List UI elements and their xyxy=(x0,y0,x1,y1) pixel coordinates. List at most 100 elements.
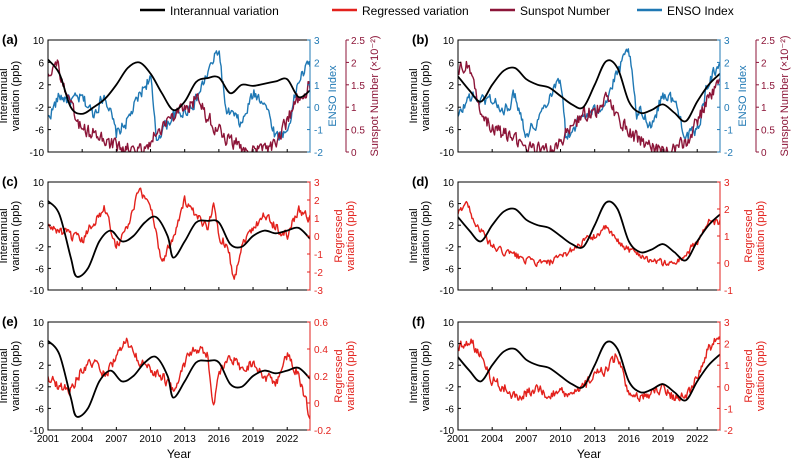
y-tick-label: 6 xyxy=(38,58,44,69)
x-tick-label: 2013 xyxy=(584,434,607,445)
y2-tick-label: 2 xyxy=(314,58,320,69)
y-tick-label: -2 xyxy=(35,243,44,254)
y-tick-label: -6 xyxy=(35,126,44,137)
y3-axis-label-line: Sunspot Number (×10⁻²) xyxy=(369,35,381,156)
y-axis-label-line: variation (ppb) xyxy=(420,61,432,131)
x-tick-label: 2004 xyxy=(481,434,504,445)
x-tick-label: 2010 xyxy=(139,434,162,445)
y-axis-label: Interannualvariation (ppb) xyxy=(0,201,22,271)
y2-tick-label: -2 xyxy=(314,268,323,279)
y3-tick-label: 1 xyxy=(761,103,767,114)
x-axis-label: Year xyxy=(167,447,191,461)
y-tick-label: -10 xyxy=(30,148,45,159)
y2-axis-label-line: Regressed xyxy=(743,349,755,402)
y-axis-label-line: Interannual xyxy=(0,348,10,403)
y-axis-label: Interannualvariation (ppb) xyxy=(408,201,432,271)
y-axis-label-line: Interannual xyxy=(408,208,420,263)
y3-axis-label: Sunspot Number (×10⁻²) xyxy=(779,35,791,156)
panel-label: (e) xyxy=(2,314,18,329)
panel-label: (c) xyxy=(2,174,18,189)
y-tick-label: 10 xyxy=(33,36,45,47)
y2-tick-label: -1 xyxy=(724,404,733,415)
y2-tick-label: 0 xyxy=(314,103,320,114)
y2-tick-label: 0.6 xyxy=(314,318,328,329)
x-tick-label: 2022 xyxy=(686,434,709,445)
y-tick-label: 6 xyxy=(448,200,454,211)
y2-tick-label: 0 xyxy=(724,259,730,270)
series-line-interannual-variation xyxy=(48,200,310,278)
y-tick-label: -6 xyxy=(445,126,454,137)
y2-tick-label: 3 xyxy=(724,178,730,189)
y3-tick-label: 0.5 xyxy=(761,126,775,137)
y-tick-label: 6 xyxy=(448,58,454,69)
panel-label: (a) xyxy=(2,32,18,47)
y2-tick-label: 1 xyxy=(724,232,730,243)
y2-tick-label: 0 xyxy=(724,383,730,394)
y-tick-label: -10 xyxy=(440,426,455,437)
y-axis-label-line: Interannual xyxy=(0,208,10,263)
x-tick-label: 2001 xyxy=(447,434,470,445)
y3-tick-label: 0 xyxy=(351,148,357,159)
y-tick-label: -2 xyxy=(445,243,454,254)
y3-axis-label-line: Sunspot Number (×10⁻²) xyxy=(779,35,791,156)
y-tick-label: 10 xyxy=(33,318,45,329)
y2-tick-label: -0.2 xyxy=(314,426,332,437)
series-line-interannual-variation xyxy=(48,58,310,115)
y-tick-label: 10 xyxy=(443,36,455,47)
legend: Interannual variation Regressed variatio… xyxy=(140,4,734,18)
y3-tick-label: 1.5 xyxy=(761,81,775,92)
legend-label-regressed: Regressed variation xyxy=(362,4,469,18)
y3-tick-label: 0.5 xyxy=(351,126,365,137)
y-tick-label: -6 xyxy=(445,404,454,415)
y2-tick-label: 1 xyxy=(314,81,320,92)
y-tick-label: -2 xyxy=(445,383,454,394)
y2-tick-label: 1 xyxy=(724,81,730,92)
y-tick-label: -10 xyxy=(30,426,45,437)
y2-axis-label-line: variation (ppb) xyxy=(755,201,767,271)
y3-tick-label: 2 xyxy=(761,58,767,69)
y-tick-label: 2 xyxy=(38,221,44,232)
series-group xyxy=(48,187,310,280)
y3-tick-label: 2 xyxy=(351,58,357,69)
series-line-interannual-variation xyxy=(48,340,310,418)
y2-axis-label-line: ENSO Index xyxy=(327,65,339,127)
y3-tick-label: 0 xyxy=(761,148,767,159)
y-tick-label: -10 xyxy=(440,286,455,297)
y2-axis-label-line: Regressed xyxy=(333,209,345,262)
y2-tick-label: 2 xyxy=(724,205,730,216)
y-tick-label: -2 xyxy=(445,103,454,114)
series-line-interannual-variation xyxy=(458,59,720,123)
series-line-sunspot-number xyxy=(458,60,720,152)
y2-tick-label: 0.4 xyxy=(314,345,328,356)
y2-axis-label: ENSO Index xyxy=(327,65,339,127)
x-tick-label: 2013 xyxy=(174,434,197,445)
y-tick-label: 6 xyxy=(38,200,44,211)
y2-axis-label-line: Regressed xyxy=(333,349,345,402)
series-group xyxy=(458,48,720,152)
series-group xyxy=(48,50,310,152)
series-line-enso-index xyxy=(458,48,720,140)
series-line-regressed-variation xyxy=(458,200,720,268)
y2-axis-label-line: ENSO Index xyxy=(737,65,749,127)
y2-tick-label: 0 xyxy=(314,399,320,410)
y-axis-label: Interannualvariation (ppb) xyxy=(0,341,22,411)
y2-tick-label: -2 xyxy=(724,148,733,159)
y-tick-label: 10 xyxy=(443,318,455,329)
series-group xyxy=(458,336,720,402)
x-tick-label: 2016 xyxy=(208,434,231,445)
y3-tick-label: 1 xyxy=(351,103,357,114)
series-line-regressed-variation xyxy=(48,337,310,420)
y2-tick-label: -2 xyxy=(724,426,733,437)
y-tick-label: -6 xyxy=(35,264,44,275)
y-axis-label-line: variation (ppb) xyxy=(10,201,22,271)
y-axis-label-line: variation (ppb) xyxy=(420,341,432,411)
y2-tick-label: 1 xyxy=(314,214,320,225)
y2-tick-label: 0.2 xyxy=(314,372,328,383)
y2-axis-label: Regressedvariation (ppb) xyxy=(743,341,767,411)
y-tick-label: 2 xyxy=(38,361,44,372)
